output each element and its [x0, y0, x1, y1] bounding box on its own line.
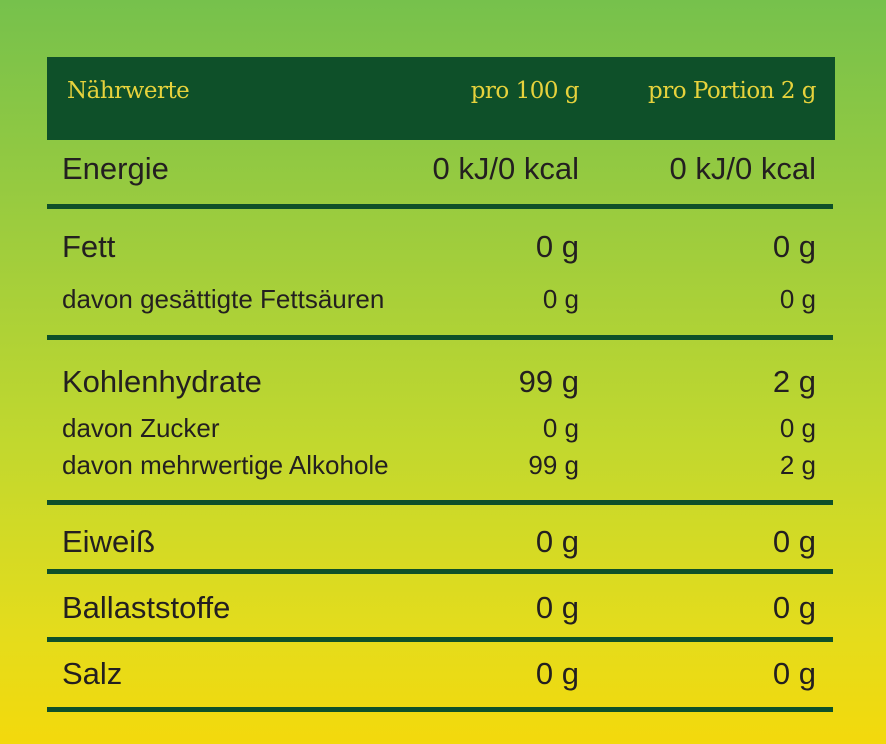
- row-label: Salz: [62, 656, 123, 691]
- header-label: Nährwerte: [67, 78, 190, 104]
- divider: [47, 569, 833, 574]
- divider: [47, 500, 833, 505]
- row-label: Kohlenhydrate: [62, 364, 262, 399]
- row-label: davon Zucker: [62, 413, 220, 443]
- value-per-100g: 0 kJ/0 kcal: [432, 151, 579, 186]
- value-per-portion: 0 g: [772, 229, 816, 264]
- value-per-100g: 0 g: [535, 229, 579, 264]
- row-label: Ballaststoffe: [62, 590, 231, 625]
- row-label: davon gesättigte Fettsäuren: [62, 284, 385, 314]
- value-per-portion: 2 g: [779, 450, 816, 480]
- row-label: davon mehrwertige Alkohole: [62, 450, 389, 480]
- divider: [47, 204, 833, 209]
- value-per-portion: 0 kJ/0 kcal: [669, 151, 816, 186]
- value-per-100g: 0 g: [542, 284, 579, 314]
- value-per-portion: 0 g: [772, 590, 816, 625]
- value-per-portion: 0 g: [772, 524, 816, 559]
- divider: [47, 707, 833, 712]
- value-per-100g: 0 g: [535, 656, 579, 691]
- divider: [47, 637, 833, 642]
- value-per-100g: 0 g: [535, 524, 579, 559]
- value-per-100g: 0 g: [542, 413, 579, 443]
- row-label: Energie: [62, 151, 169, 186]
- value-per-portion: 2 g: [772, 364, 816, 399]
- value-per-100g: 99 g: [528, 450, 579, 480]
- value-per-100g: 0 g: [535, 590, 579, 625]
- table-header: [47, 57, 835, 140]
- value-per-portion: 0 g: [772, 656, 816, 691]
- value-per-portion: 0 g: [779, 284, 816, 314]
- value-per-portion: 0 g: [779, 413, 816, 443]
- value-per-100g: 99 g: [518, 364, 579, 399]
- row-label: Fett: [62, 229, 116, 264]
- header-col-100g: pro 100 g: [470, 78, 580, 104]
- header-col-portion: pro Portion 2 g: [648, 78, 817, 104]
- row-label: Eiweiß: [62, 524, 156, 559]
- divider: [47, 335, 833, 340]
